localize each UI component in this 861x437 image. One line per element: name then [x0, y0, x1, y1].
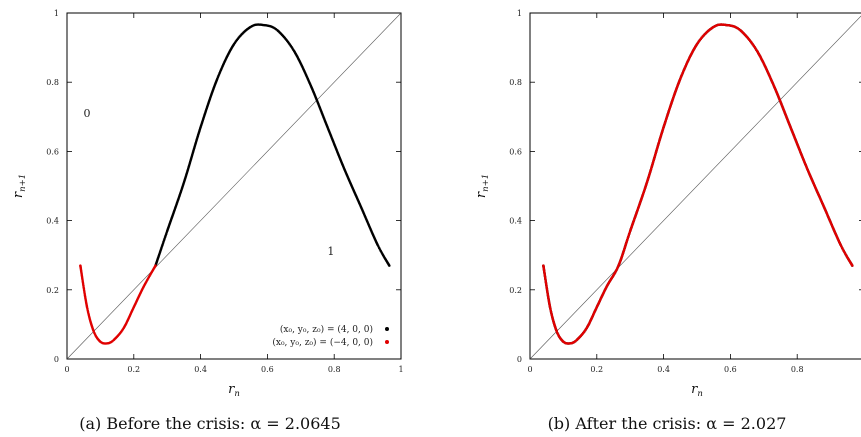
y-tick-label: 0.4	[46, 217, 59, 226]
plot-frame	[529, 12, 861, 360]
marks-group	[66, 12, 402, 360]
x-tick-label: 0.8	[328, 365, 341, 374]
x-tick-label: 0.6	[261, 365, 274, 374]
region-label: 0	[84, 107, 91, 120]
x-axis-label: rn	[228, 382, 240, 399]
y-tick-label: 0	[517, 355, 522, 364]
x-tick-label: 0.6	[724, 365, 737, 374]
x-tick-label: 0.4	[657, 365, 670, 374]
y-tick-label: 0.4	[509, 217, 522, 226]
chart-panel-b: 0 0.2 0.4 0.6 0.8 0 0.2 0.4 0.6 0.8 1 rn rn+1 (b) …	[474, 9, 861, 433]
data-point	[388, 264, 391, 267]
x-axis-label: rn	[691, 382, 703, 399]
y-tick-label: 0	[54, 355, 59, 364]
x-tick-label: 0.8	[791, 365, 804, 374]
caption-b: (b) After the crisis: α = 2.027	[548, 414, 787, 433]
x-tick-label: 0.4	[194, 365, 207, 374]
x-tick-label: 0	[527, 365, 532, 374]
series-0	[154, 23, 391, 267]
y-tick-label: 0.6	[509, 147, 522, 156]
x-tick-label: 0	[64, 365, 69, 374]
series-0	[542, 23, 854, 345]
x-tick-label: 0.2	[127, 365, 140, 374]
series-1	[542, 23, 854, 345]
y-tick-label: 0.8	[509, 78, 522, 87]
y-tick-label: 0.2	[46, 286, 59, 295]
y-axis-label: rn+1	[11, 174, 28, 198]
tick-group: 0 0.2 0.4 0.6 0.8 1 0 0.2 0.4 0.6 0.8 1	[46, 9, 403, 374]
y-tick-label: 1	[54, 9, 59, 18]
data-point	[154, 264, 157, 267]
legend-label: (x₀, y₀, z₀) = (−4, 0, 0)	[272, 337, 373, 348]
caption-a: (a) Before the crisis: α = 2.0645	[79, 414, 341, 433]
extras-group: 0 1 (x₀, y₀, z₀) = (4, 0, 0) (x₀, y₀, z₀) =…	[84, 107, 389, 348]
data-point	[851, 264, 854, 267]
x-tick-label: 1	[398, 365, 403, 374]
y-tick-label: 0.8	[46, 78, 59, 87]
y-tick-label: 1	[517, 9, 522, 18]
marks-group	[529, 15, 861, 360]
tick-group: 0 0.2 0.4 0.6 0.8 0 0.2 0.4 0.6 0.8 1	[509, 9, 861, 374]
legend-marker	[385, 340, 389, 344]
legend-marker	[385, 327, 389, 331]
region-label: 1	[327, 245, 334, 258]
series-1	[79, 264, 157, 345]
y-tick-label: 0.2	[509, 286, 522, 295]
legend-label: (x₀, y₀, z₀) = (4, 0, 0)	[280, 324, 373, 335]
plot-frame	[66, 12, 402, 360]
diagonal-line	[66, 12, 402, 360]
y-tick-label: 0.6	[46, 147, 59, 156]
x-tick-label: 0.2	[590, 365, 603, 374]
diagonal-line	[529, 15, 861, 360]
y-axis-label: rn+1	[474, 174, 491, 198]
chart-panel-a: 0 0.2 0.4 0.6 0.8 1 0 0.2 0.4 0.6 0.8 1 0 1 (x₀, y₀, …	[11, 9, 404, 433]
